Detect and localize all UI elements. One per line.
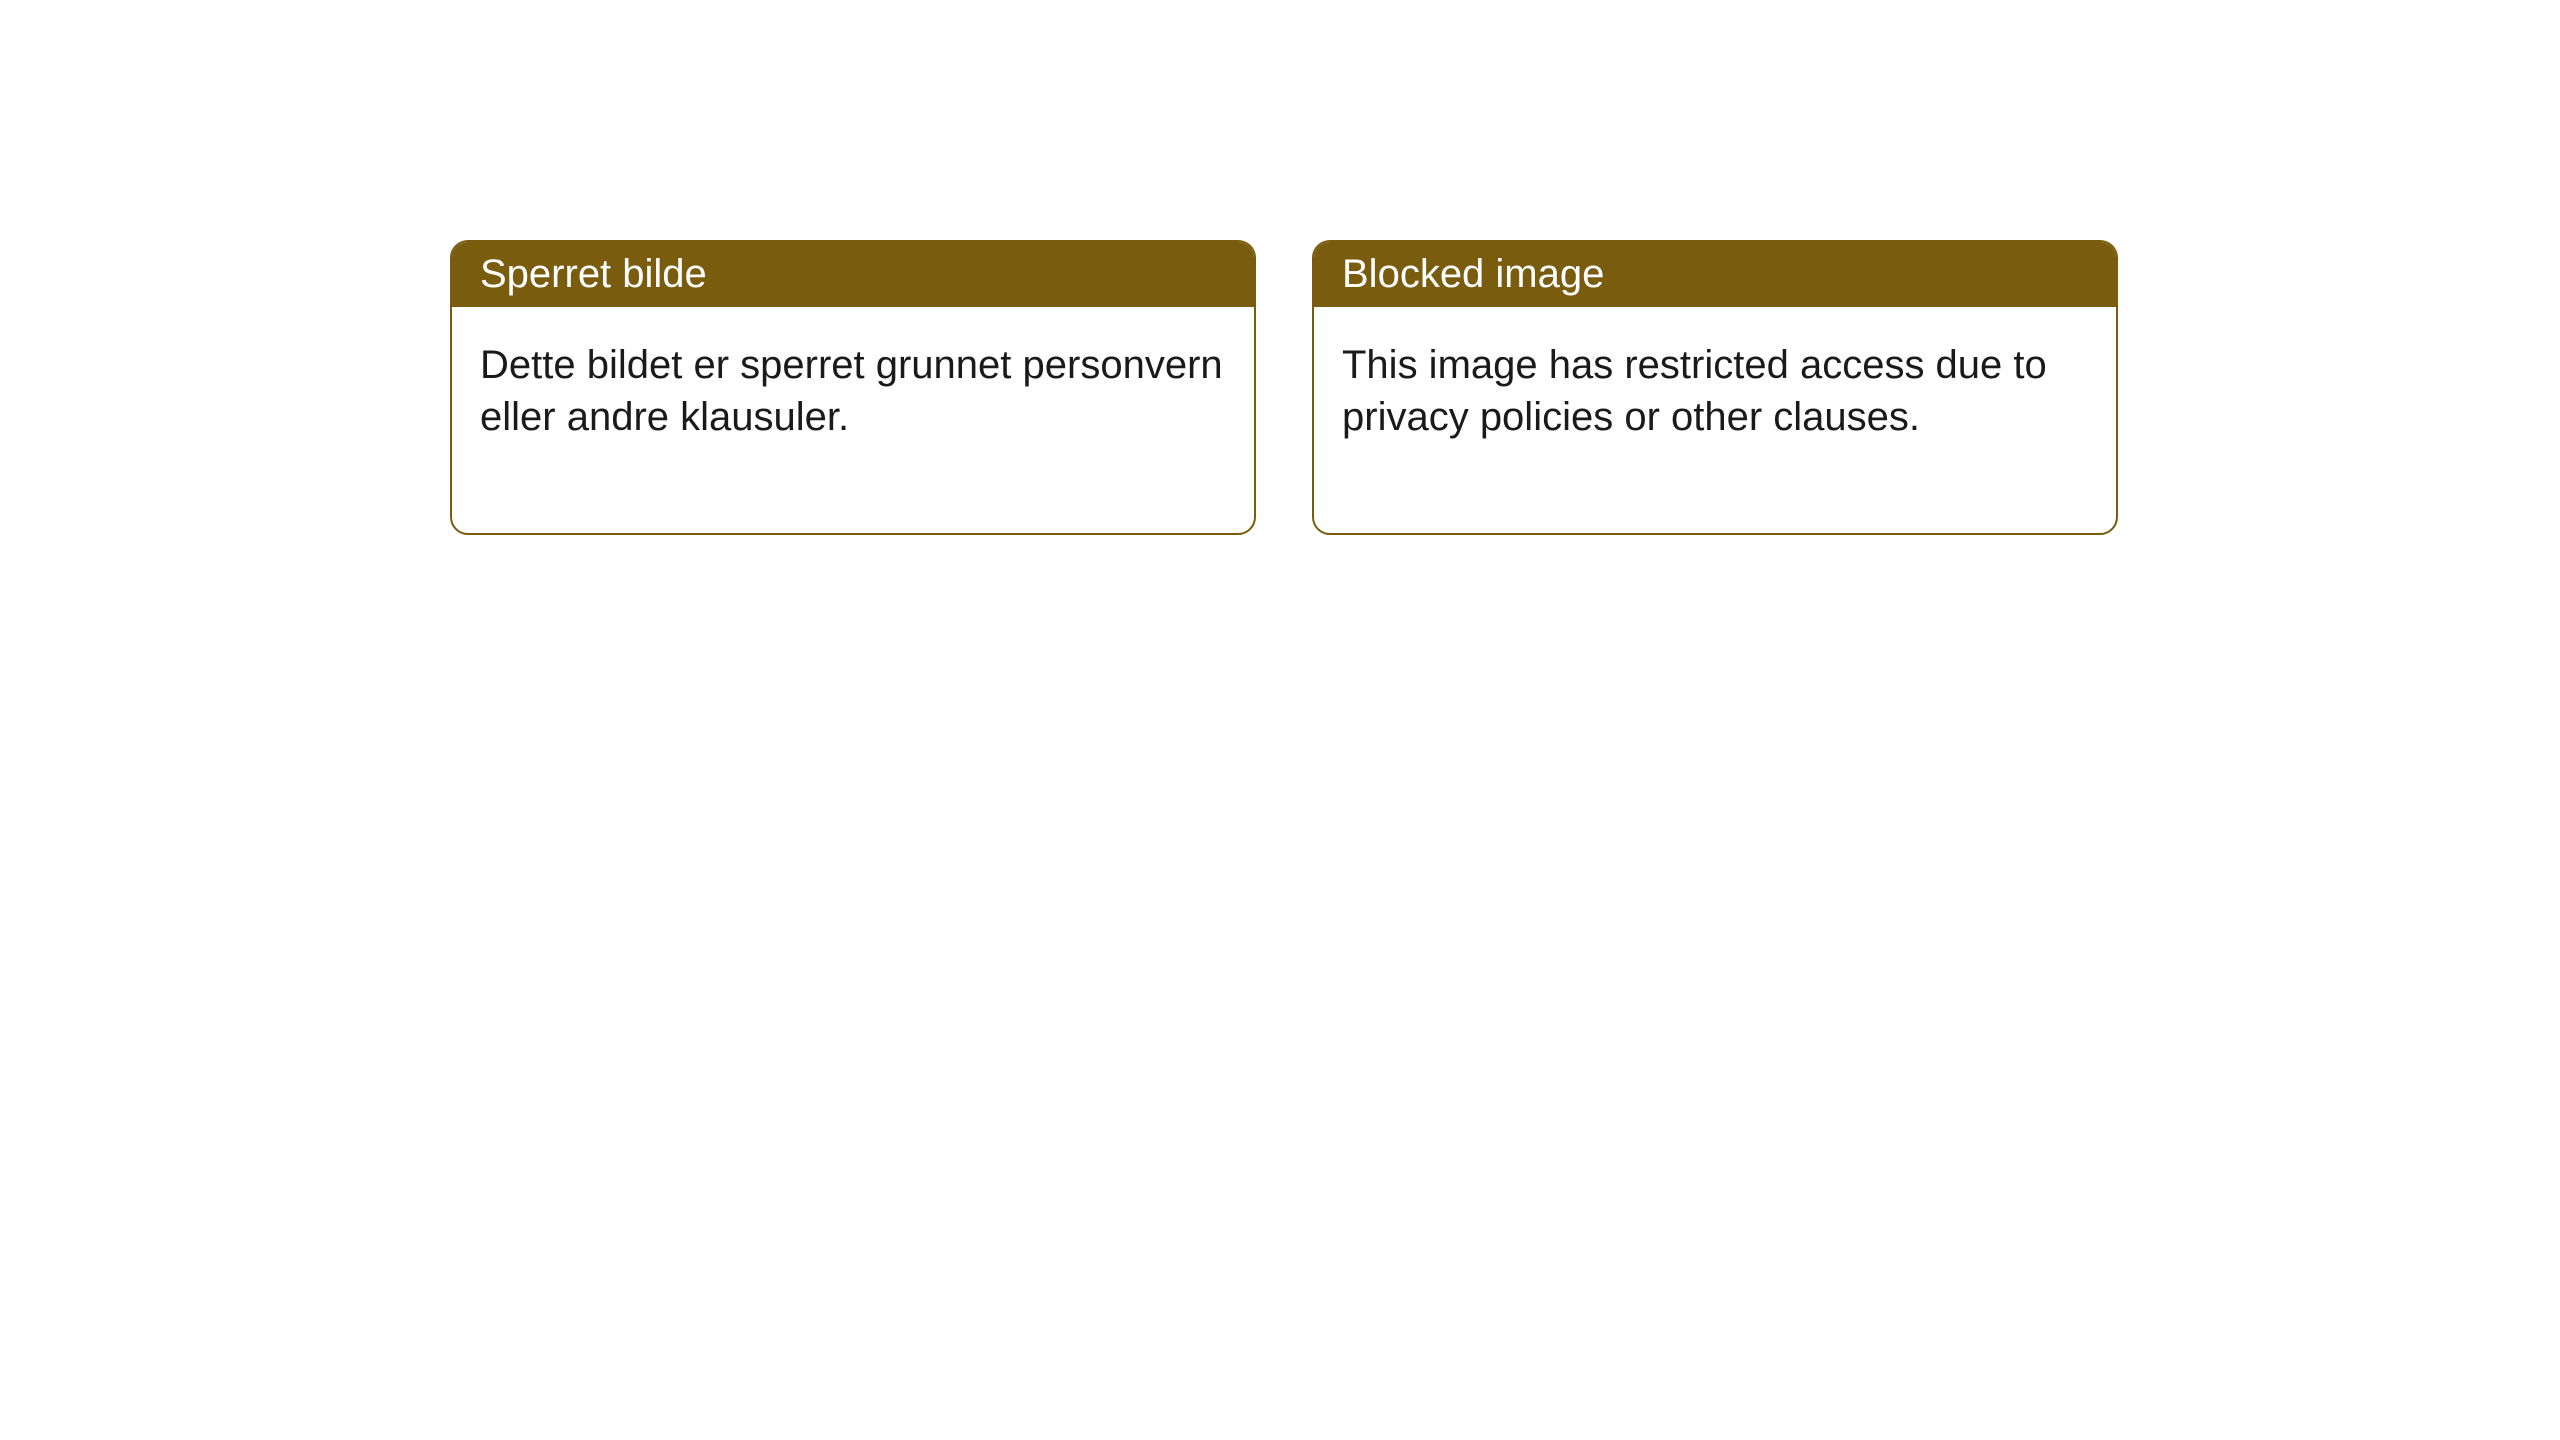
notice-card-english: Blocked image This image has restricted … [1312,240,2118,535]
notice-card-body: This image has restricted access due to … [1314,307,2116,533]
notice-card-norwegian: Sperret bilde Dette bildet er sperret gr… [450,240,1256,535]
notice-card-body: Dette bildet er sperret grunnet personve… [452,307,1254,533]
notice-card-title: Sperret bilde [452,242,1254,307]
notice-card-title: Blocked image [1314,242,2116,307]
notice-cards-container: Sperret bilde Dette bildet er sperret gr… [450,240,2118,535]
